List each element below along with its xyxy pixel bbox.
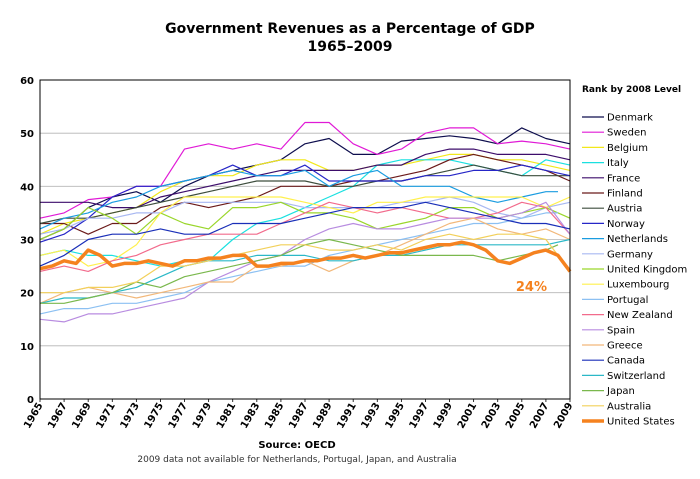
x-tick-label: 1977 (167, 401, 190, 431)
legend-label-new-zealand: New Zealand (607, 310, 673, 321)
legend-label-austria: Austria (607, 204, 642, 215)
legend-label-france: France (607, 173, 640, 184)
legend-label-united-kingdom: United Kingdom (607, 265, 687, 276)
x-tick-label: 1971 (94, 401, 117, 431)
legend-label-finland: Finland (607, 189, 643, 200)
legend-label-sweden: Sweden (607, 128, 647, 139)
legend-label-switzerland: Switzerland (607, 371, 665, 382)
y-tick-label: 20 (20, 289, 34, 300)
x-tick-label: 2005 (504, 401, 527, 431)
legend-label-canada: Canada (607, 356, 645, 367)
legend-label-netherlands: Netherlands (607, 234, 668, 245)
x-tick-label: 1997 (408, 401, 431, 431)
series-line-finland (40, 153, 571, 235)
legend-label-greece: Greece (607, 341, 643, 352)
x-tick-label: 2003 (480, 401, 503, 431)
source-label: Source: OECD (258, 440, 335, 451)
x-tick-label: 1967 (46, 401, 69, 431)
y-tick-label: 10 (20, 342, 34, 353)
legend-label-germany: Germany (607, 249, 653, 260)
x-tick-label: 1995 (384, 401, 407, 431)
footnote: 2009 data not available for Netherlands,… (137, 455, 456, 465)
legend-label-norway: Norway (607, 219, 645, 230)
legend-label-luxembourg: Luxembourg (607, 280, 669, 291)
x-tick-label: 1983 (239, 401, 262, 431)
x-tick-label: 2007 (528, 401, 551, 431)
legend: Denmark Sweden Belgium Italy France Finland Au… (582, 113, 687, 428)
legend-label-denmark: Denmark (607, 113, 653, 124)
x-tick-label: 1991 (335, 401, 358, 431)
chart-title: Government Revenues as a Percentage of G… (165, 21, 535, 37)
y-tick-label: 60 (20, 76, 34, 87)
legend-label-portugal: Portugal (607, 295, 648, 306)
x-tick-label: 1973 (119, 401, 142, 431)
x-tick-label: 1993 (359, 401, 382, 431)
series-lines (39, 121, 572, 323)
x-tick-label: 1989 (311, 401, 334, 431)
series-line-spain (39, 201, 571, 323)
series-line-netherlands (39, 169, 558, 230)
legend-label-spain: Spain (607, 325, 635, 336)
series-line-luxembourg (39, 196, 571, 267)
series-line-australia (40, 233, 559, 294)
legend-title: Rank by 2008 Level (582, 85, 681, 95)
series-line-denmark (39, 127, 571, 241)
legend-label-united-states: United States (607, 417, 675, 428)
series-line-portugal (39, 212, 558, 315)
y-tick-label: 50 (20, 129, 34, 140)
x-tick-label: 1985 (263, 401, 286, 431)
chart-subtitle: 1965–2009 (308, 39, 393, 55)
annotation-us-2009: 24% (516, 280, 547, 295)
legend-label-australia: Australia (607, 401, 651, 412)
series-line-canada (39, 201, 571, 267)
series-line-norway (39, 164, 571, 243)
x-tick-label: 1987 (287, 401, 310, 431)
legend-label-belgium: Belgium (607, 143, 648, 154)
series-line-switzerland (39, 238, 571, 304)
y-tick-label: 30 (20, 236, 34, 247)
x-tick-label: 1975 (143, 401, 166, 431)
y-tick-label: 0 (27, 395, 34, 406)
x-tick-label: 2009 (552, 401, 575, 431)
x-axis: 1965 1967 1969 1971 1973 1975 1977 1979 1981 1983… (22, 399, 576, 431)
series-line-united-states (39, 240, 572, 273)
x-tick-label: 1965 (22, 401, 45, 431)
x-tick-label: 2001 (456, 401, 479, 431)
x-tick-label: 1979 (191, 401, 214, 431)
y-axis: 0 10 20 30 40 50 60 (20, 76, 34, 406)
legend-label-italy: Italy (607, 158, 629, 169)
series-line-germany (39, 196, 571, 235)
series-line-austria (39, 164, 570, 225)
x-tick-label: 1969 (70, 401, 93, 431)
x-tick-label: 1981 (215, 401, 238, 431)
series-line-new-zealand (39, 201, 571, 272)
x-tick-label: 1999 (432, 401, 455, 431)
legend-label-japan: Japan (606, 386, 635, 397)
y-tick-label: 40 (20, 182, 34, 193)
